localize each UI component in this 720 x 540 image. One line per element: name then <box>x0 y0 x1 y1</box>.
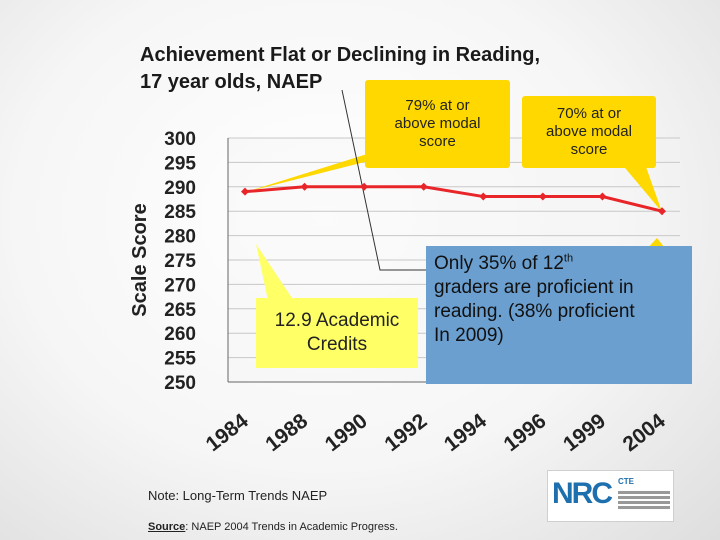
callout-79-line-2: above modal <box>394 115 481 132</box>
x-tick-label: 1990 <box>321 409 372 456</box>
data-point <box>538 192 547 201</box>
x-tick-label: 1994 <box>440 409 491 456</box>
callout-leader-line <box>341 89 430 271</box>
x-tick-label: 1984 <box>202 409 253 456</box>
data-point <box>241 187 249 196</box>
logo-fine-print <box>618 491 670 494</box>
footnote: Note: Long-Term Trends NAEP <box>148 488 328 503</box>
x-tick-label: 1999 <box>559 409 610 456</box>
data-point <box>658 207 666 216</box>
slide-title: Achievement Flat or Declining in Reading… <box>140 42 640 96</box>
data-point <box>419 182 428 191</box>
data-point <box>479 192 488 201</box>
x-tick-label: 1996 <box>500 409 551 456</box>
series-line <box>244 185 663 213</box>
callout-79-line-3: score <box>419 133 456 150</box>
callout-proficient-line-2: graders are proficient in <box>434 277 634 298</box>
y-tick-label: 270 <box>164 275 196 296</box>
logo-badge: CTE <box>618 477 634 486</box>
y-tick-label: 290 <box>164 178 196 199</box>
data-point <box>300 182 309 191</box>
y-tick-label: 300 <box>164 129 196 150</box>
callout-70-line-1: 70% at or <box>556 105 622 122</box>
x-tick-label: 2004 <box>619 409 670 456</box>
callout-academic-credits: 12.9 Academic Credits <box>256 298 418 368</box>
callout-proficient: Only 35% of 12th graders are proficient … <box>426 246 692 384</box>
y-tick-label: 295 <box>164 153 196 174</box>
callout-proficient-line-3: reading. (38% proficient <box>434 301 635 322</box>
callout-70-line-3: score <box>570 141 608 158</box>
callout-credits-line-1: 12.9 Academic <box>274 310 400 331</box>
callout-proficient-superscript: th <box>563 252 574 265</box>
callout-79-line-1: 79% at or <box>405 97 470 114</box>
callout-70-percent: 70% at or above modal score <box>522 96 656 168</box>
x-tick-label: 1992 <box>380 409 431 456</box>
title-line-1: Achievement Flat or Declining in Reading… <box>140 44 541 66</box>
source-citation: Source: NAEP 2004 Trends in Academic Pro… <box>148 521 398 533</box>
callout-70-line-2: above modal <box>546 123 632 140</box>
y-tick-label: 280 <box>164 227 196 248</box>
y-tick-label: 285 <box>164 202 196 223</box>
source-text: : NAEP 2004 Trends in Academic Progress. <box>185 521 398 533</box>
logo-wordmark: NRC <box>552 477 613 510</box>
y-axis-label: Scale Score <box>129 203 151 316</box>
source-label: Source <box>148 521 186 533</box>
callout-proficient-line-4: In 2009) <box>434 325 504 346</box>
x-tick-label: 1988 <box>261 409 312 456</box>
callout-proficient-line-1: Only 35% of 12th <box>434 252 684 276</box>
y-tick-label: 255 <box>164 349 196 370</box>
nrc-cte-logo: NRC CTE <box>547 470 674 522</box>
y-tick-label: 275 <box>164 251 196 272</box>
callout-credits-line-2: Credits <box>306 334 368 355</box>
y-tick-label: 250 <box>164 373 196 394</box>
data-point <box>360 182 369 191</box>
callout-credits-pointer <box>256 244 300 310</box>
callout-79-percent: 79% at or above modal score <box>365 80 510 168</box>
y-tick-label: 260 <box>164 324 196 345</box>
title-line-2: 17 year olds, NAEP <box>140 71 323 93</box>
y-tick-label: 265 <box>164 300 196 321</box>
data-point <box>598 192 607 201</box>
callout-proficient-line-1-text: Only 35% of 12 <box>434 253 564 274</box>
